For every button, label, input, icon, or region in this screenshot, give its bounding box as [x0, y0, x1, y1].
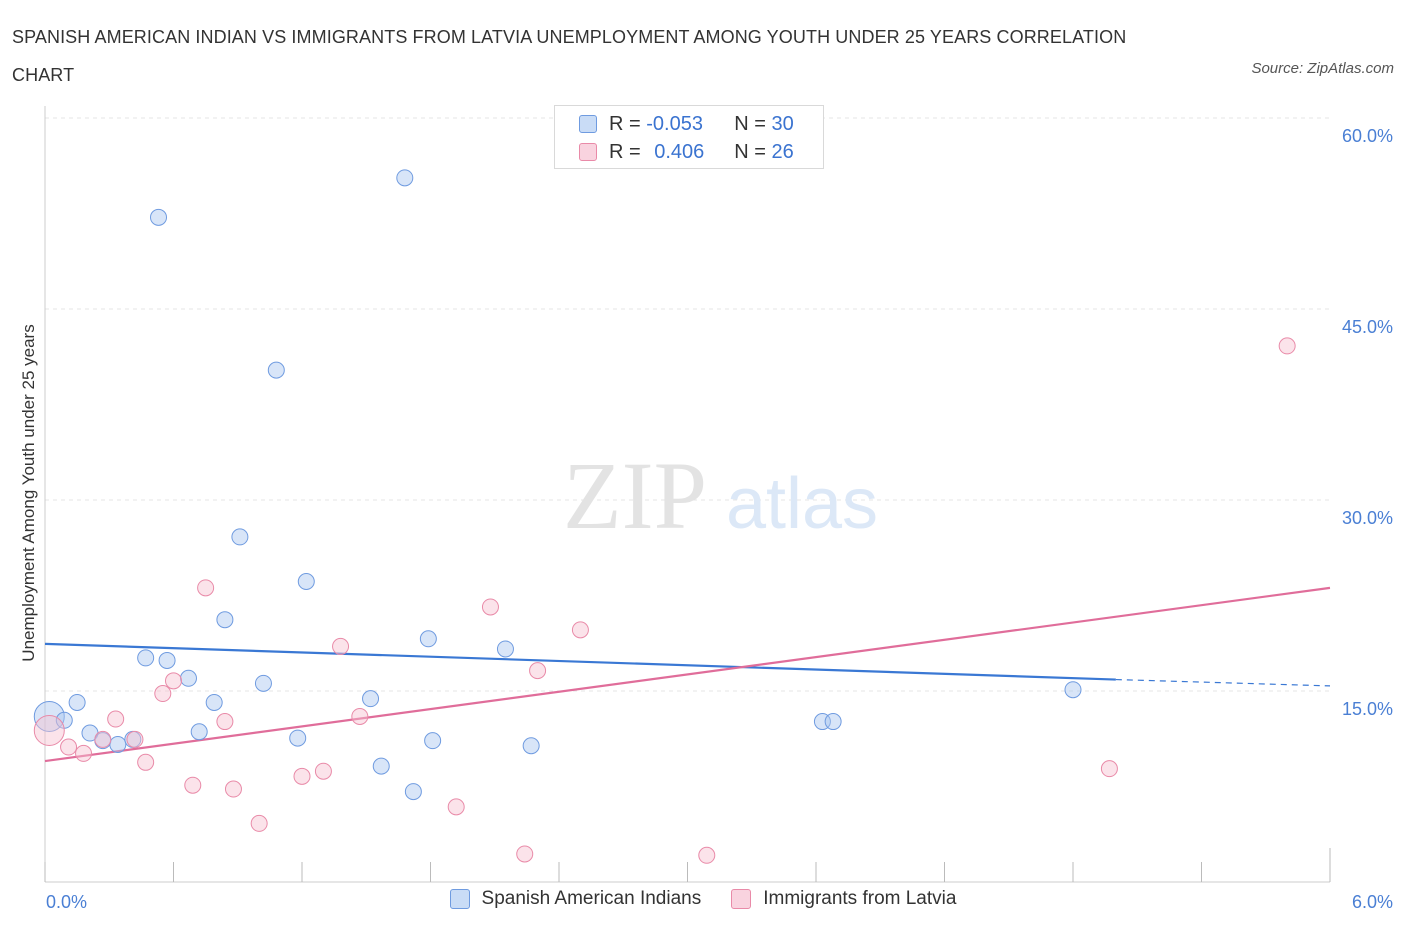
data-point-latvia: [33, 714, 65, 746]
data-point-latvia: [1278, 337, 1296, 355]
data-point-spanish: [404, 783, 422, 801]
watermark-zip: ZIP: [563, 442, 707, 549]
data-point-latvia: [293, 767, 311, 785]
y-axis-title: Unemployment Among Youth under 25 years: [19, 324, 38, 661]
data-point-spanish: [289, 729, 307, 747]
stats-legend: R = -0.053 N = 30 R = 0.406 N = 26: [554, 105, 824, 169]
source-label: Source: ZipAtlas.com: [1251, 60, 1394, 77]
data-point-spanish: [297, 572, 315, 590]
y-tick-label: 30.0%: [1342, 508, 1393, 528]
y-tick-label: 15.0%: [1342, 699, 1393, 719]
data-point-latvia: [107, 710, 125, 728]
data-point-latvia: [137, 753, 155, 771]
data-point-spanish: [372, 757, 390, 775]
data-point-spanish: [824, 713, 842, 731]
data-point-latvia: [126, 730, 144, 748]
data-point-spanish: [419, 630, 437, 648]
data-points: [33, 169, 1296, 864]
data-point-spanish: [254, 674, 272, 692]
series-legend: Spanish American Indians Immigrants from…: [0, 888, 1406, 910]
legend-item-latvia[interactable]: Immigrants from Latvia: [731, 888, 956, 910]
swatch-latvia: [579, 143, 597, 161]
n-value: 30: [771, 112, 794, 135]
data-point-latvia: [94, 730, 112, 748]
swatch-spanish: [579, 115, 597, 133]
data-point-spanish: [109, 735, 127, 753]
legend-item-spanish[interactable]: Spanish American Indians: [449, 888, 702, 910]
data-point-latvia: [197, 579, 215, 597]
data-point-latvia: [184, 776, 202, 794]
data-point-latvia: [314, 762, 332, 780]
n-value: 26: [771, 140, 794, 163]
stats-row-latvia: R = 0.406 N = 26: [579, 139, 794, 165]
data-point-spanish: [362, 690, 380, 708]
data-point-spanish: [179, 669, 197, 687]
data-point-spanish: [267, 361, 285, 379]
data-point-latvia: [351, 707, 369, 725]
trend-line-spanish: [44, 642, 1116, 681]
tick-labels: 15.0% 30.0% 45.0% 60.0% 0.0% 6.0%: [46, 126, 1393, 912]
data-point-spanish: [424, 732, 442, 750]
data-point-latvia: [1100, 760, 1118, 778]
data-point-spanish: [158, 651, 176, 669]
data-point-spanish: [522, 737, 540, 755]
legend-label-spanish: Spanish American Indians: [481, 888, 702, 909]
axes: [44, 106, 1331, 883]
trend-extension-spanish: [1115, 678, 1331, 687]
data-point-latvia: [154, 685, 172, 703]
data-point-spanish: [396, 169, 414, 187]
data-point-latvia: [332, 637, 350, 655]
data-point-spanish: [231, 528, 249, 546]
stats-row-spanish: R = -0.053 N = 30: [579, 111, 794, 137]
data-point-latvia: [216, 713, 234, 731]
data-point-latvia: [224, 780, 242, 798]
y-tick-label: 45.0%: [1342, 317, 1393, 337]
data-point-spanish: [190, 723, 208, 741]
legend-label-latvia: Immigrants from Latvia: [763, 888, 957, 909]
data-point-spanish: [137, 649, 155, 667]
data-point-latvia: [250, 814, 268, 832]
r-value: -0.053: [646, 112, 703, 135]
watermark-atlas: atlas: [726, 464, 878, 544]
data-point-latvia: [481, 598, 499, 616]
data-point-spanish: [216, 611, 234, 629]
data-point-latvia: [698, 846, 716, 864]
data-point-latvia: [165, 672, 182, 690]
data-point-spanish: [150, 208, 168, 226]
legend-swatch-latvia: [731, 889, 752, 909]
x-tick-label: 0.0%: [46, 892, 87, 912]
y-tick-label: 60.0%: [1342, 126, 1393, 146]
trend-lines: [44, 586, 1331, 763]
n-label: N =: [734, 112, 766, 135]
chart-title: SPANISH AMERICAN INDIAN VS IMMIGRANTS FR…: [12, 27, 1127, 85]
data-point-latvia: [571, 621, 589, 639]
grid-lines: [45, 117, 1330, 692]
r-label: R =: [609, 140, 641, 163]
data-point-latvia: [75, 744, 93, 762]
r-label: R =: [609, 112, 641, 135]
data-point-latvia: [447, 798, 465, 816]
trend-line-latvia: [44, 586, 1331, 763]
r-value: 0.406: [654, 140, 705, 163]
data-point-spanish: [68, 693, 86, 711]
data-point-latvia: [529, 662, 547, 680]
x-tick-label: 6.0%: [1352, 892, 1393, 912]
data-point-latvia: [516, 845, 534, 863]
legend-swatch-spanish: [449, 889, 470, 909]
data-point-spanish: [496, 640, 514, 658]
data-point-spanish: [205, 693, 223, 711]
n-label: N =: [734, 140, 766, 163]
data-point-latvia: [60, 738, 78, 756]
data-point-spanish: [1064, 681, 1082, 699]
watermark: ZIP atlas: [563, 442, 878, 549]
